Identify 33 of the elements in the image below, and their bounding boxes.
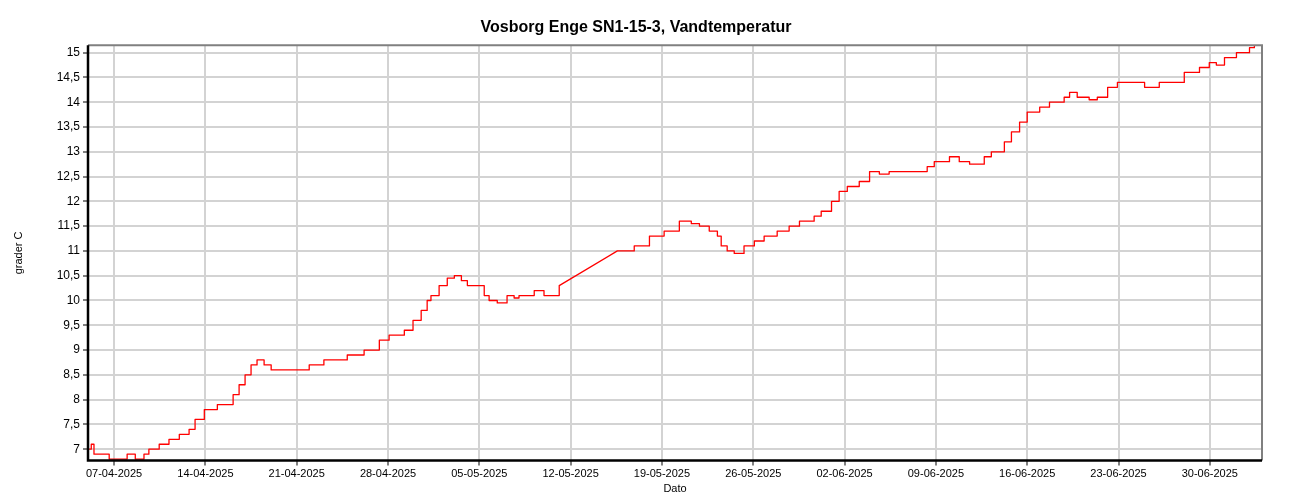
x-tick-label: 21-04-2025: [268, 467, 325, 480]
x-tick-label: 12-05-2025: [542, 467, 599, 480]
y-tick-label: 12,5: [56, 168, 81, 183]
y-tick-label: 15: [66, 44, 81, 59]
y-tick-label: 14: [66, 94, 81, 109]
y-tick-label: 10,5: [56, 268, 81, 283]
x-tick-label: 30-06-2025: [1181, 467, 1238, 480]
y-axis-title: grader C: [11, 231, 24, 275]
y-tick-label: 8,5: [63, 367, 81, 382]
y-tick-label: 7: [73, 441, 81, 456]
y-tick-label: 7,5: [63, 416, 81, 431]
x-tick-label: 19-05-2025: [633, 467, 691, 480]
y-tick-label: 9,5: [63, 317, 81, 332]
x-axis-title: Dato: [663, 482, 687, 495]
y-tick-label: 13,5: [56, 119, 81, 134]
x-tick-label: 23-06-2025: [1090, 467, 1147, 480]
y-tick-label: 11: [67, 243, 81, 258]
y-tick-label: 12: [66, 193, 81, 208]
x-tick-label: 05-05-2025: [451, 467, 508, 480]
x-tick-label: 16-06-2025: [999, 467, 1056, 480]
x-tick-label: 28-04-2025: [359, 467, 417, 480]
x-tick-label: 02-06-2025: [816, 467, 873, 480]
y-tick-label: 13: [66, 144, 81, 159]
x-tick-label: 09-06-2025: [907, 467, 965, 480]
y-tick-label: 11,5: [57, 218, 81, 233]
chart-title: Vosborg Enge SN1-15-3, Vandtemperatur: [480, 18, 792, 36]
x-tick-label: 14-04-2025: [177, 467, 234, 480]
y-tick-label: 9: [73, 342, 81, 357]
x-tick-label: 07-04-2025: [85, 467, 143, 480]
y-tick-label: 14,5: [56, 69, 81, 84]
y-tick-label: 8: [73, 391, 81, 406]
x-tick-label: 26-05-2025: [725, 467, 782, 480]
y-tick-label: 10: [66, 292, 81, 307]
